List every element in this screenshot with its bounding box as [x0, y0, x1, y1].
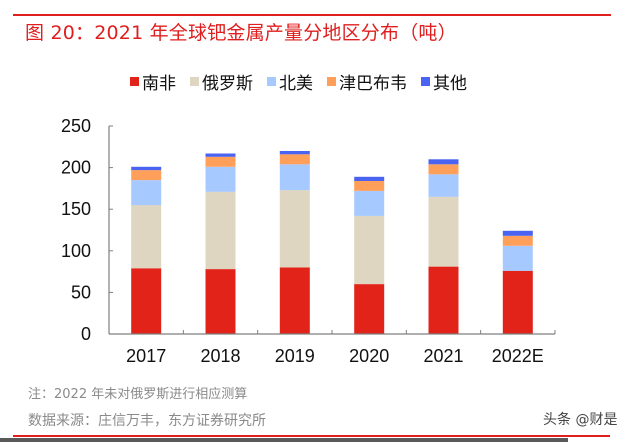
- bar-segment-2019-3: [279, 154, 310, 165]
- bar-segment-2022E-3: [502, 235, 533, 246]
- bottom-rule: [13, 435, 610, 437]
- legend-label: 其他: [433, 74, 467, 94]
- figure-title: 图 20：2021 年全球钯金属产量分地区分布（吨）: [25, 22, 457, 44]
- bar-segment-2019-2: [279, 164, 310, 191]
- y-tick-label: 250: [61, 116, 91, 136]
- bar-segment-2022E-0: [502, 270, 533, 334]
- x-tick-label: 2022E: [492, 346, 544, 366]
- bar-segment-2017-1: [131, 205, 162, 269]
- axes-group: 2017 2018 2019 2020 2021 2022E 0 50 100 150 200 250: [61, 116, 556, 366]
- legend-label: 北美: [279, 74, 313, 94]
- stacked-bar-chart: 2017 2018 2019 2020 2021 2022E 0 50 100 150 200 250: [61, 116, 556, 366]
- bar-segment-2020-0: [354, 284, 385, 334]
- bar-segment-2021-3: [428, 164, 459, 175]
- y-tick-label: 100: [61, 241, 91, 261]
- top-rule: [13, 14, 611, 16]
- x-tick-label: 2018: [200, 346, 240, 366]
- bottom-bar: [0, 438, 568, 442]
- bar-segment-2018-1: [205, 191, 236, 270]
- legend-swatch: [190, 77, 199, 86]
- y-tick-label: 0: [81, 324, 91, 344]
- bar-segment-2021-0: [428, 266, 459, 334]
- data-source: 数据来源：庄信万丰，东方证券研究所: [28, 413, 266, 429]
- legend-label: 南非: [142, 74, 176, 94]
- bar-segment-2019-1: [279, 190, 310, 268]
- legend-item-zimbabwe: 津巴布韦: [327, 69, 407, 94]
- bar-segment-2019-0: [279, 267, 310, 334]
- bar-segment-2018-3: [205, 156, 236, 167]
- bar-segment-2017-4: [131, 166, 162, 171]
- legend-swatch: [130, 77, 139, 86]
- legend-label: 俄罗斯: [202, 74, 253, 94]
- chart-note: 注：2022 年未对俄罗斯进行相应测算: [28, 387, 248, 402]
- bar-segment-2021-1: [428, 196, 459, 267]
- bar-segment-2019-4: [279, 151, 310, 155]
- bar-segment-2018-4: [205, 153, 236, 157]
- y-tick-label: 200: [61, 158, 91, 178]
- x-tick-label: 2019: [275, 346, 315, 366]
- y-tick-label: 50: [71, 282, 91, 302]
- bar-segment-2021-4: [428, 159, 459, 165]
- legend-swatch: [327, 77, 336, 86]
- bar-segment-2017-0: [131, 268, 162, 334]
- legend-item-south-africa: 南非: [130, 69, 176, 94]
- x-tick-label: 2020: [349, 346, 389, 366]
- bar-segment-2017-3: [131, 170, 162, 181]
- legend-swatch: [421, 77, 430, 86]
- bar-segment-2018-2: [205, 166, 236, 192]
- legend-swatch: [267, 77, 276, 86]
- legend-item-other: 其他: [421, 69, 467, 94]
- bar-segment-2020-1: [354, 215, 385, 285]
- bar-segment-2020-4: [354, 176, 385, 181]
- watermark: 头条 @财是: [543, 412, 618, 428]
- y-tick-label: 150: [61, 199, 91, 219]
- bar-segment-2020-3: [354, 180, 385, 191]
- x-tick-label: 2021: [423, 346, 463, 366]
- legend-item-north-america: 北美: [267, 69, 313, 94]
- legend: 南非 俄罗斯 北美 津巴布韦 其他: [130, 69, 481, 94]
- bar-segment-2022E-4: [502, 230, 533, 236]
- bars-group: [131, 151, 533, 334]
- bar-segment-2022E-2: [502, 245, 533, 271]
- bar-segment-2021-2: [428, 174, 459, 197]
- bar-segment-2018-0: [205, 269, 236, 334]
- bar-segment-2017-2: [131, 180, 162, 206]
- legend-label: 津巴布韦: [339, 74, 407, 94]
- x-tick-label: 2017: [126, 346, 166, 366]
- bar-segment-2020-2: [354, 190, 385, 216]
- legend-item-russia: 俄罗斯: [190, 69, 253, 94]
